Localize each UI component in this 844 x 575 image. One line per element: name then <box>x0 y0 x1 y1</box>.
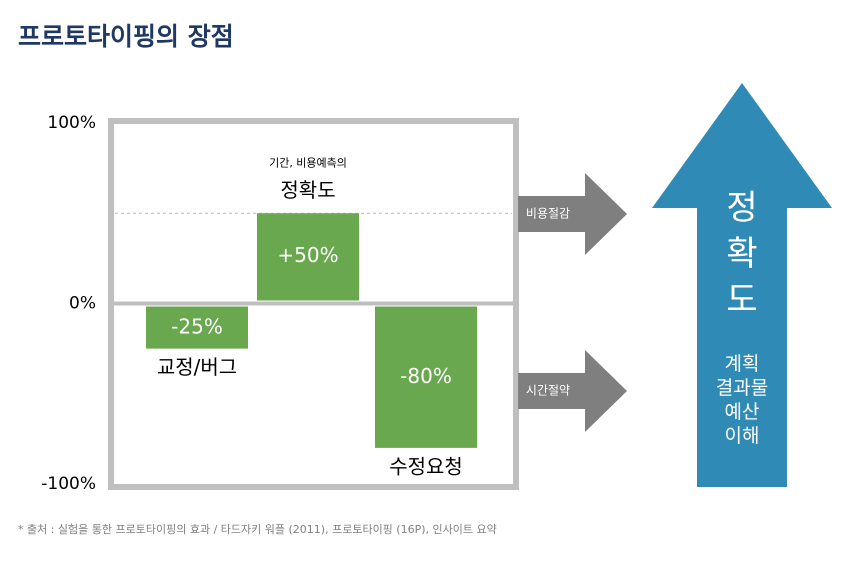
y-tick-label: -100% <box>41 474 96 494</box>
result-line: 계획 <box>724 353 760 375</box>
arrow <box>518 350 627 432</box>
result-lines: 계획 결과물 예산 이해 <box>697 352 787 448</box>
bar <box>146 306 248 349</box>
annotation: 기간, 비용예측의 <box>269 156 347 169</box>
y-tick-label: 100% <box>47 113 96 133</box>
category-label: 정확도 <box>280 178 335 202</box>
bar <box>375 306 477 448</box>
result-line: 이해 <box>724 425 760 447</box>
result-title: 정확도 <box>726 188 758 320</box>
value-label: -25% <box>171 315 223 339</box>
footnote: * 출처 : 실험을 통한 프로토타이핑의 효과 / 타드자키 워플 (2011… <box>18 522 497 536</box>
arrow-label: 시간절약 <box>526 383 570 398</box>
arrow-label: 비용절감 <box>526 207 570 221</box>
y-tick-label: 0% <box>69 294 96 314</box>
result-line: 예산 <box>724 401 760 423</box>
value-label: -80% <box>400 364 452 388</box>
bar <box>257 213 359 301</box>
result-arrow <box>652 83 832 487</box>
result-line: 결과물 <box>715 377 769 399</box>
value-label: +50% <box>277 243 338 267</box>
category-label: 수정요청 <box>389 454 463 478</box>
slide-title: 프로토타이핑의 장점 <box>18 22 234 51</box>
category-label: 교정/버그 <box>157 355 237 379</box>
arrow <box>518 173 627 255</box>
